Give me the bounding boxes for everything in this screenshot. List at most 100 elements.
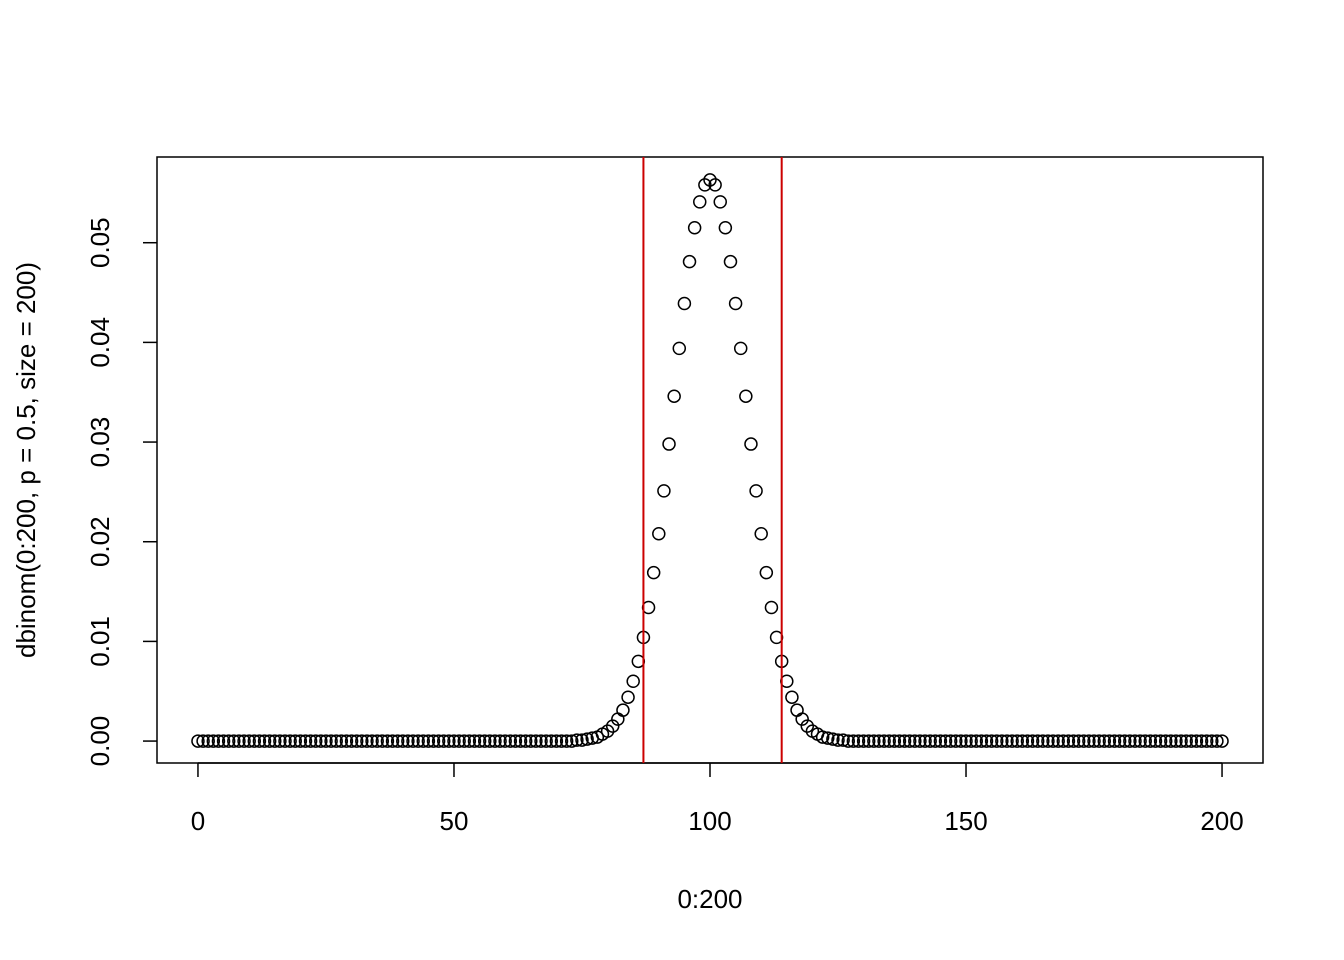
point bbox=[938, 734, 953, 748]
point bbox=[1061, 734, 1076, 748]
point bbox=[918, 734, 932, 748]
point bbox=[902, 734, 917, 748]
point bbox=[293, 734, 308, 748]
y-tick-label: 0.05 bbox=[85, 217, 115, 268]
point bbox=[436, 734, 451, 748]
point bbox=[841, 734, 855, 748]
point bbox=[728, 296, 743, 311]
point bbox=[733, 341, 748, 356]
point bbox=[657, 484, 671, 498]
point bbox=[559, 734, 574, 748]
point bbox=[216, 734, 231, 748]
point bbox=[421, 734, 436, 748]
point bbox=[1215, 734, 1229, 748]
x-axis-label: 0:200 bbox=[677, 884, 742, 914]
point bbox=[483, 734, 497, 748]
point bbox=[626, 674, 640, 689]
point bbox=[1189, 734, 1204, 748]
y-axis-label: dbinom(0:200, p = 0.5, size = 200) bbox=[11, 262, 41, 658]
point bbox=[467, 734, 482, 748]
plot-box bbox=[156, 156, 1264, 764]
point bbox=[723, 254, 738, 269]
point bbox=[989, 734, 1004, 748]
point bbox=[1000, 734, 1014, 748]
point bbox=[232, 734, 246, 748]
point bbox=[227, 734, 241, 748]
point bbox=[974, 734, 989, 748]
point bbox=[897, 734, 912, 748]
point bbox=[621, 690, 635, 704]
point bbox=[1184, 734, 1199, 748]
point bbox=[1036, 734, 1050, 748]
point bbox=[288, 734, 302, 748]
point bbox=[344, 734, 359, 748]
point bbox=[785, 690, 799, 704]
point bbox=[1102, 734, 1117, 748]
point bbox=[221, 734, 236, 748]
point bbox=[600, 724, 615, 738]
point bbox=[1133, 734, 1147, 748]
point bbox=[995, 734, 1009, 748]
point bbox=[1158, 734, 1173, 748]
point bbox=[979, 734, 994, 748]
point bbox=[646, 565, 661, 580]
point bbox=[739, 389, 753, 403]
point bbox=[1210, 734, 1224, 748]
point bbox=[933, 734, 948, 748]
x-tick-label: 150 bbox=[944, 806, 987, 836]
point bbox=[1205, 734, 1219, 748]
point bbox=[472, 734, 487, 748]
point bbox=[488, 734, 502, 748]
point bbox=[206, 734, 221, 748]
point bbox=[442, 734, 456, 748]
point bbox=[1077, 734, 1091, 748]
point bbox=[1112, 734, 1127, 748]
point bbox=[242, 734, 256, 748]
point bbox=[380, 734, 395, 748]
point bbox=[815, 730, 830, 744]
point bbox=[836, 733, 850, 747]
point bbox=[268, 734, 282, 748]
point bbox=[1087, 734, 1101, 748]
point bbox=[959, 734, 973, 748]
point bbox=[365, 734, 379, 748]
point bbox=[401, 734, 415, 748]
point bbox=[759, 565, 774, 580]
point bbox=[1025, 734, 1040, 748]
point bbox=[334, 734, 349, 748]
point bbox=[616, 703, 630, 717]
point bbox=[252, 734, 267, 748]
point bbox=[493, 734, 507, 748]
point bbox=[887, 734, 902, 748]
point bbox=[667, 389, 681, 403]
point bbox=[534, 734, 548, 748]
point bbox=[790, 703, 804, 717]
point bbox=[314, 734, 328, 748]
point bbox=[851, 734, 866, 748]
point bbox=[800, 719, 815, 733]
point bbox=[1148, 734, 1163, 748]
point bbox=[201, 734, 215, 748]
point bbox=[672, 341, 687, 356]
point bbox=[749, 484, 763, 498]
point bbox=[1174, 734, 1188, 748]
point bbox=[503, 734, 518, 748]
point bbox=[370, 734, 384, 748]
point bbox=[1179, 734, 1193, 748]
point bbox=[867, 734, 881, 748]
point bbox=[580, 732, 594, 746]
point bbox=[360, 734, 374, 748]
point bbox=[652, 527, 666, 541]
point bbox=[462, 734, 477, 748]
point bbox=[1041, 734, 1055, 748]
point bbox=[565, 734, 579, 748]
point bbox=[575, 733, 589, 747]
point bbox=[1169, 734, 1183, 748]
point bbox=[1097, 734, 1112, 748]
point bbox=[698, 178, 712, 192]
point bbox=[278, 734, 292, 748]
point bbox=[406, 734, 420, 748]
point bbox=[411, 734, 425, 748]
